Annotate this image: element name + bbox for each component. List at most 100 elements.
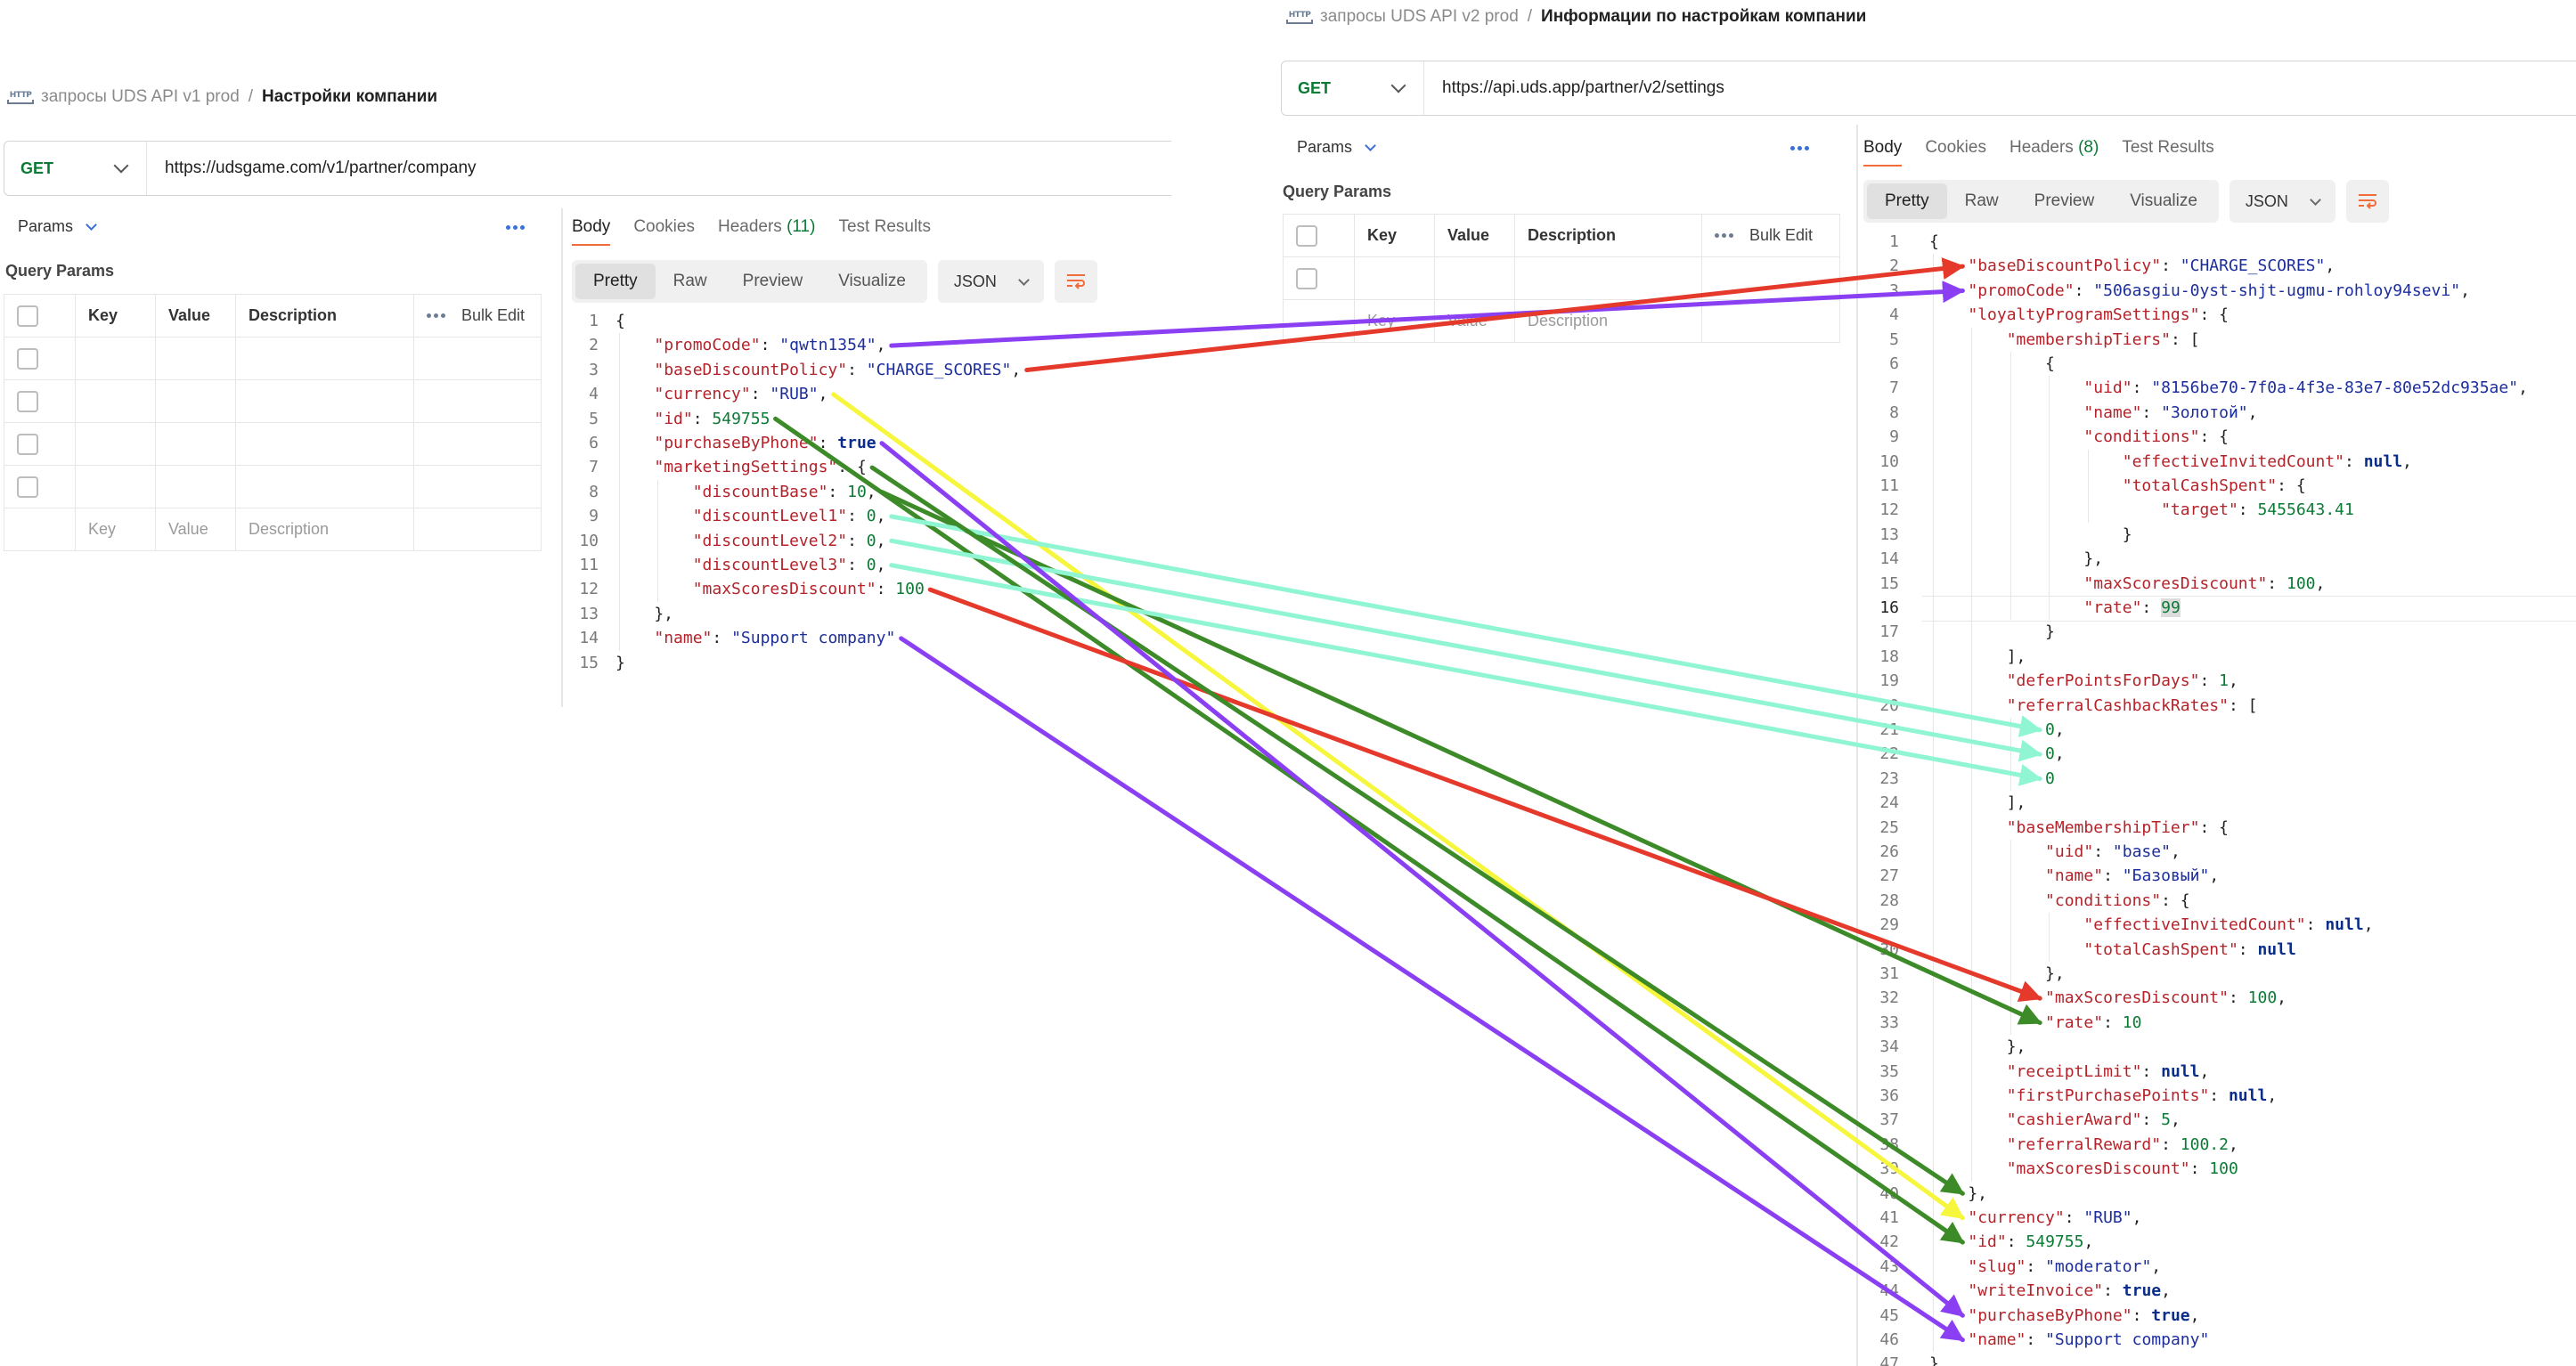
code-line[interactable]: 1{ [1863, 230, 2576, 254]
code-line[interactable]: 4 "loyaltyProgramSettings": { [1863, 303, 2576, 327]
code-line[interactable]: 9 "discountLevel1": 0, [572, 504, 1169, 528]
method-select[interactable]: GET [4, 142, 147, 195]
code-line[interactable]: 5 "membershipTiers": [ [1863, 328, 2576, 352]
key-cell[interactable] [75, 337, 156, 380]
format-select[interactable]: JSON [2229, 180, 2336, 223]
row-checkbox[interactable] [17, 433, 38, 455]
more-options-icon[interactable] [1790, 146, 1809, 150]
response-body-code[interactable]: 1{2 "promoCode": "qwtn1354", 3 "baseDisco… [572, 309, 1169, 683]
code-line[interactable]: 23 0 [1863, 767, 2576, 791]
code-line[interactable]: 10 "effectiveInvitedCount": null, [1863, 450, 2576, 474]
tab-body[interactable]: Body [1863, 138, 1903, 167]
value-cell[interactable] [155, 422, 236, 466]
pane-divider[interactable] [561, 208, 563, 707]
code-line[interactable]: 15} [572, 651, 1169, 675]
code-line[interactable]: 9 "conditions": { [1863, 425, 2576, 449]
key-cell[interactable] [75, 379, 156, 423]
code-line[interactable]: 29 "effectiveInvitedCount": null, [1863, 913, 2576, 937]
code-line[interactable]: 34 }, [1863, 1035, 2576, 1059]
code-line[interactable]: 38 "referralReward": 100.2, [1863, 1133, 2576, 1157]
code-line[interactable]: 28 "conditions": { [1863, 889, 2576, 913]
description-cell[interactable] [235, 422, 414, 466]
code-line[interactable]: 8 "name": "Золотой", [1863, 401, 2576, 425]
params-dropdown[interactable]: Params [1297, 138, 1376, 157]
code-line[interactable]: 5 "id": 549755 [572, 407, 1169, 431]
code-line[interactable]: 36 "firstPurchasePoints": null, [1863, 1084, 2576, 1108]
key-placeholder[interactable]: Key [75, 508, 156, 551]
view-raw-button[interactable]: Raw [1964, 191, 1999, 210]
description-cell[interactable] [235, 465, 414, 508]
code-line[interactable]: 46 "name": "Support company" [1863, 1328, 2576, 1352]
code-line[interactable]: 25 "baseMembershipTier": { [1863, 816, 2576, 840]
response-body-code[interactable]: 1{2 "baseDiscountPolicy": "CHARGE_SCORES… [1863, 230, 2576, 1366]
value-placeholder[interactable]: Value [1434, 299, 1515, 343]
params-dropdown[interactable]: Params [18, 217, 97, 236]
code-line[interactable]: 4 "currency": "RUB", [572, 382, 1169, 406]
value-cell[interactable] [155, 465, 236, 508]
code-line[interactable]: 2 "promoCode": "qwtn1354", [572, 333, 1169, 357]
tab-body[interactable]: Body [572, 217, 611, 246]
more-icon[interactable] [427, 313, 445, 318]
code-line[interactable]: 3 "promoCode": "506asgiu-0yst-shjt-ugmu-… [1863, 279, 2576, 303]
row-checkbox[interactable] [17, 390, 38, 412]
value-placeholder[interactable]: Value [155, 508, 236, 551]
key-cell[interactable] [75, 465, 156, 508]
tab-headers[interactable]: Headers (8) [2009, 138, 2099, 167]
url-input[interactable]: https://udsgame.com/v1/partner/company [165, 159, 477, 177]
view-pretty-button[interactable]: Pretty [1867, 183, 1947, 219]
tab-test-results[interactable]: Test Results [2122, 138, 2214, 157]
code-line[interactable]: 24 ], [1863, 791, 2576, 815]
row-checkbox[interactable] [1296, 267, 1317, 289]
view-preview-button[interactable]: Preview [742, 272, 803, 290]
code-line[interactable]: 44 "writeInvoice": true, [1863, 1279, 2576, 1303]
code-line[interactable]: 32 "maxScoresDiscount": 100, [1863, 986, 2576, 1010]
value-cell[interactable] [155, 337, 236, 380]
more-icon[interactable] [1715, 233, 1733, 238]
key-cell[interactable] [75, 422, 156, 466]
bulk-edit-button[interactable]: Bulk Edit [461, 306, 526, 324]
row-checkbox[interactable] [17, 476, 38, 498]
code-line[interactable]: 27 "name": "Базовый", [1863, 864, 2576, 888]
code-line[interactable]: 40 }, [1863, 1182, 2576, 1206]
breadcrumb-collection[interactable]: запросы UDS API v1 prod [41, 87, 240, 106]
code-line[interactable]: 22 0, [1863, 742, 2576, 766]
code-line[interactable]: 19 "deferPointsForDays": 1, [1863, 669, 2576, 693]
code-line[interactable]: 12 "target": 5455643.41 [1863, 498, 2576, 522]
description-placeholder[interactable]: Description [235, 508, 414, 551]
view-visualize-button[interactable]: Visualize [2130, 191, 2197, 210]
tab-cookies[interactable]: Cookies [633, 217, 695, 236]
code-line[interactable]: 3 "baseDiscountPolicy": "CHARGE_SCORES", [572, 358, 1169, 382]
code-line[interactable]: 1{ [572, 309, 1169, 333]
code-line[interactable]: 2 "baseDiscountPolicy": "CHARGE_SCORES", [1863, 254, 2576, 278]
key-cell[interactable] [1354, 256, 1435, 300]
code-line[interactable]: 41 "currency": "RUB", [1863, 1206, 2576, 1230]
code-line[interactable]: 39 "maxScoresDiscount": 100 [1863, 1157, 2576, 1181]
code-line[interactable]: 21 0, [1863, 718, 2576, 742]
select-all-checkbox[interactable] [1296, 224, 1317, 247]
value-cell[interactable] [1434, 256, 1515, 300]
code-line[interactable]: 13 }, [572, 602, 1169, 626]
value-cell[interactable] [155, 379, 236, 423]
code-line[interactable]: 33 "rate": 10 [1863, 1011, 2576, 1035]
select-all-checkbox[interactable] [17, 305, 38, 327]
code-line[interactable]: 26 "uid": "base", [1863, 840, 2576, 864]
breadcrumb-request-name[interactable]: Настройки компании [262, 87, 438, 106]
code-line[interactable]: 14 "name": "Support company" [572, 626, 1169, 650]
more-options-icon[interactable] [506, 225, 525, 230]
code-line[interactable]: 8 "discountBase": 10, [572, 480, 1169, 504]
code-line[interactable]: 42 "id": 549755, [1863, 1230, 2576, 1254]
method-select[interactable]: GET [1282, 61, 1424, 115]
breadcrumb-collection[interactable]: запросы UDS API v2 prod [1320, 7, 1519, 26]
view-preview-button[interactable]: Preview [2034, 191, 2095, 210]
url-input[interactable]: https://api.uds.app/partner/v2/settings [1442, 78, 1724, 97]
tab-test-results[interactable]: Test Results [838, 217, 931, 236]
code-line[interactable]: 11 "discountLevel3": 0, [572, 553, 1169, 577]
code-line[interactable]: 45 "purchaseByPhone": true, [1863, 1304, 2576, 1328]
code-line[interactable]: 37 "cashierAward": 5, [1863, 1108, 2576, 1132]
code-line[interactable]: 10 "discountLevel2": 0, [572, 529, 1169, 553]
code-line[interactable]: 13 } [1863, 523, 2576, 547]
code-line[interactable]: 18 ], [1863, 645, 2576, 669]
code-line[interactable]: 35 "receiptLimit": null, [1863, 1060, 2576, 1084]
code-line[interactable]: 20 "referralCashbackRates": [ [1863, 694, 2576, 718]
code-line[interactable]: 47} [1863, 1352, 2576, 1366]
